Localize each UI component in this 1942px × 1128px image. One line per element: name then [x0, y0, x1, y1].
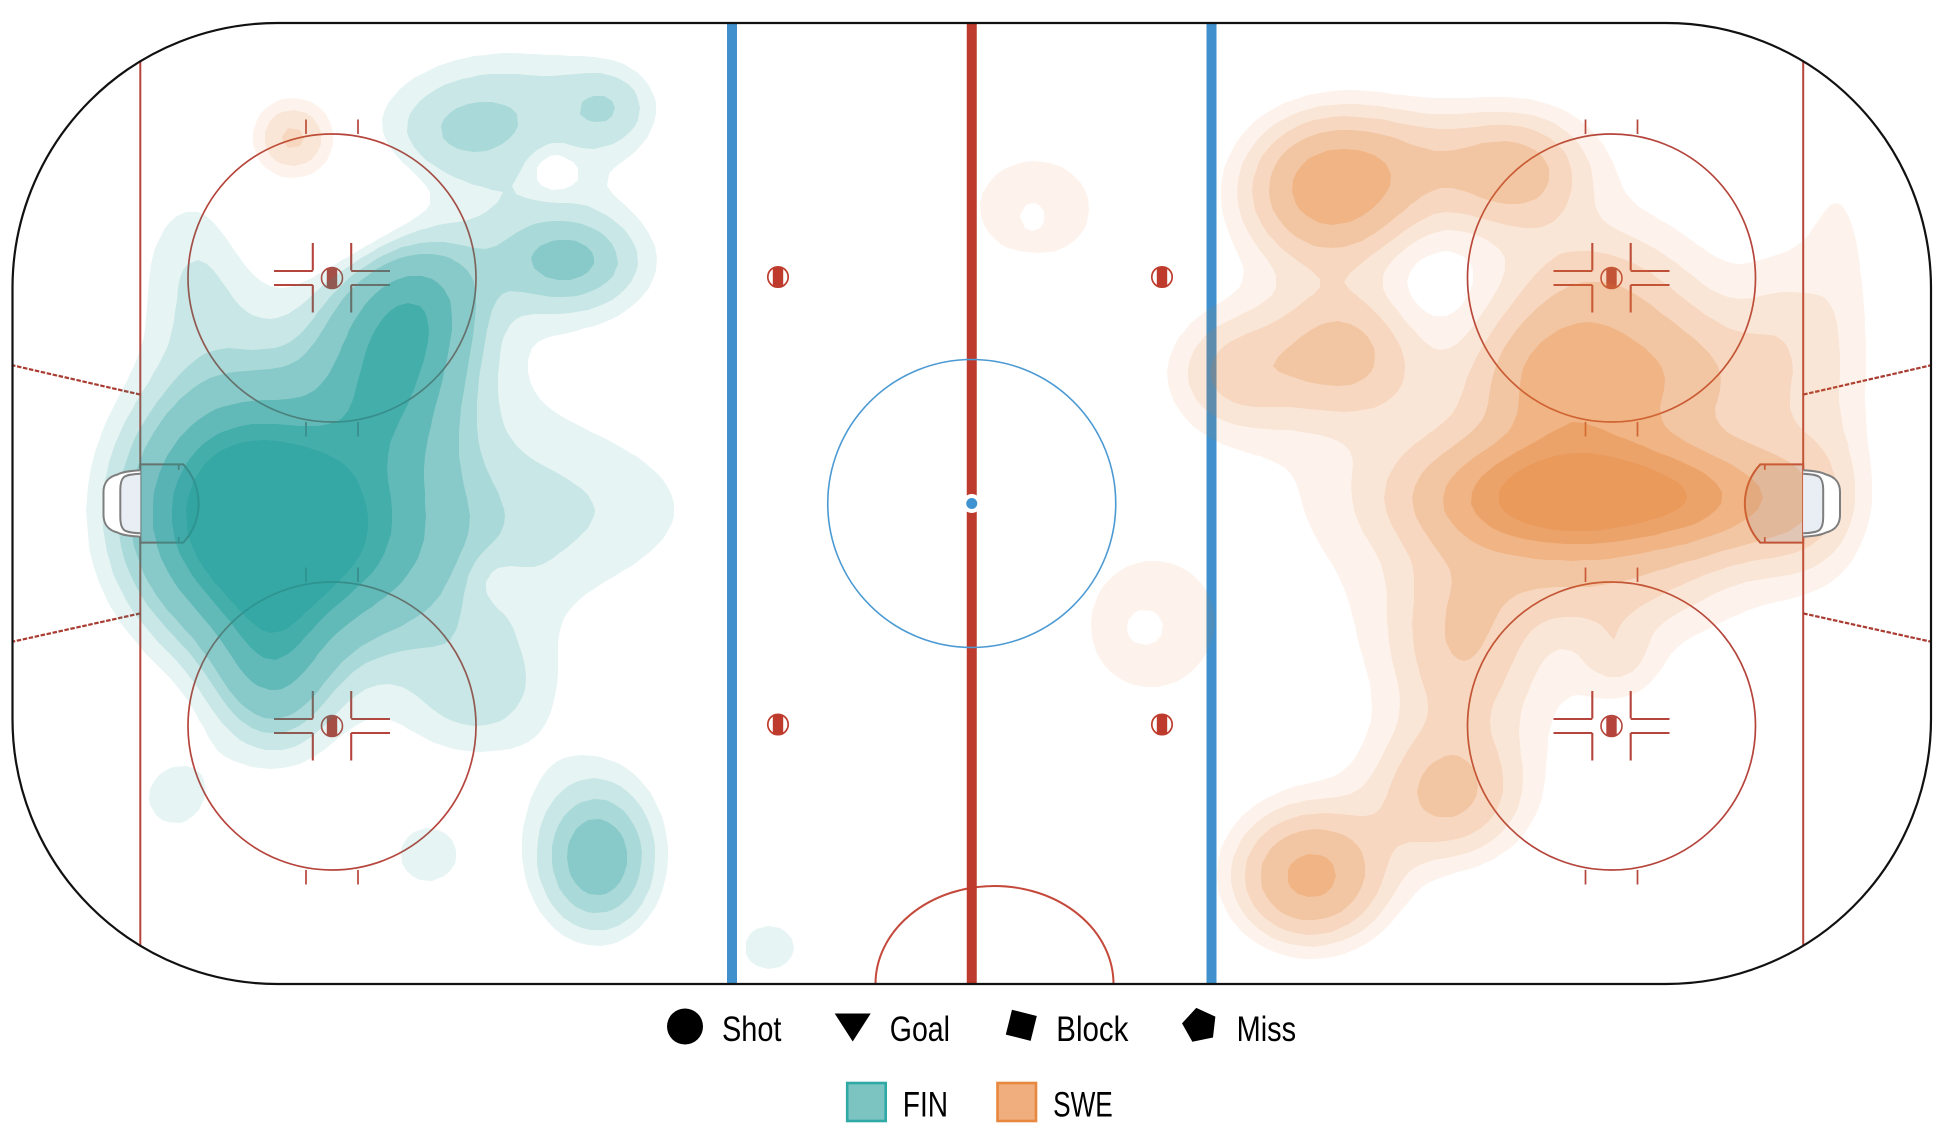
svg-text:Shot: Shot: [722, 1010, 782, 1049]
svg-text:FIN: FIN: [903, 1086, 948, 1125]
svg-text:Miss: Miss: [1237, 1010, 1297, 1049]
svg-text:SWE: SWE: [1053, 1086, 1113, 1125]
svg-text:Block: Block: [1056, 1010, 1129, 1049]
svg-text:Goal: Goal: [890, 1010, 950, 1049]
